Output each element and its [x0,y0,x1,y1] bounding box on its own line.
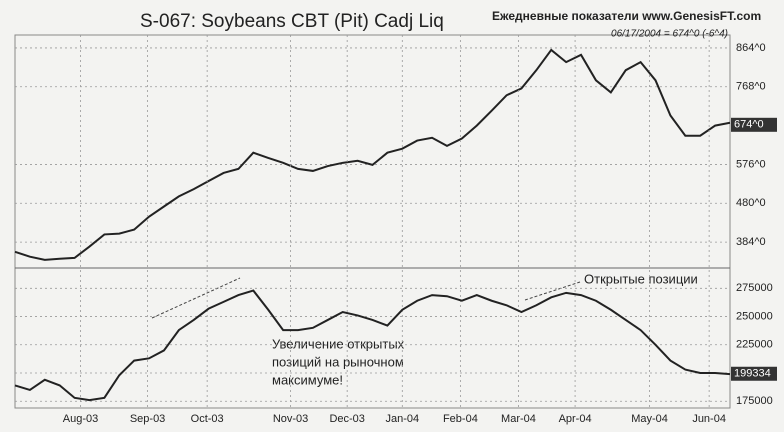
subtitle: Ежедневные показатели www.GenesisFT.com [492,9,761,23]
current-value-box [731,117,777,132]
annotation: максимуме! [272,372,343,387]
x-tick-label: Sep-03 [130,413,165,425]
x-tick-label: Dec-03 [329,413,364,425]
current-value-box [731,366,777,381]
x-tick-label: Jan-04 [385,413,419,425]
data-line [14,48,731,261]
data-line [14,289,731,402]
price-note: 06/17/2004 = 674^0 (-6^4) [611,29,728,40]
annotation: позиций на рыночном [272,354,404,369]
y-tick-label: 175000 [736,395,773,407]
trend-line [151,277,241,319]
current-value-label: 674^0 [734,119,764,131]
chart-title: S-067: Soybeans CBT (Pit) Cadj Liq [140,11,444,32]
x-tick-label: Aug-03 [63,413,98,425]
x-tick-label: Feb-04 [443,413,478,425]
y-tick-label: 480^0 [736,197,766,209]
y-tick-label: 864^0 [736,42,766,54]
y-tick-label: 768^0 [736,81,766,93]
y-tick-label: 275000 [736,282,773,294]
x-tick-label: Apr-04 [559,413,592,425]
x-tick-label: Oct-03 [191,413,224,425]
y-tick-label: 250000 [736,310,773,322]
x-tick-label: Mar-04 [501,413,536,425]
y-tick-label: 384^0 [736,236,766,248]
plot-frame [14,34,731,409]
annotation: Открытые позиции [584,271,698,286]
current-value-label: 199334 [734,368,771,380]
x-tick-label: Jun-04 [692,413,726,425]
x-tick-label: May-04 [631,413,668,425]
y-tick-label: 225000 [736,339,773,351]
x-tick-label: Nov-03 [273,413,308,425]
y-tick-label: 576^0 [736,158,766,170]
annotation: Увеличение открытых [272,336,405,351]
